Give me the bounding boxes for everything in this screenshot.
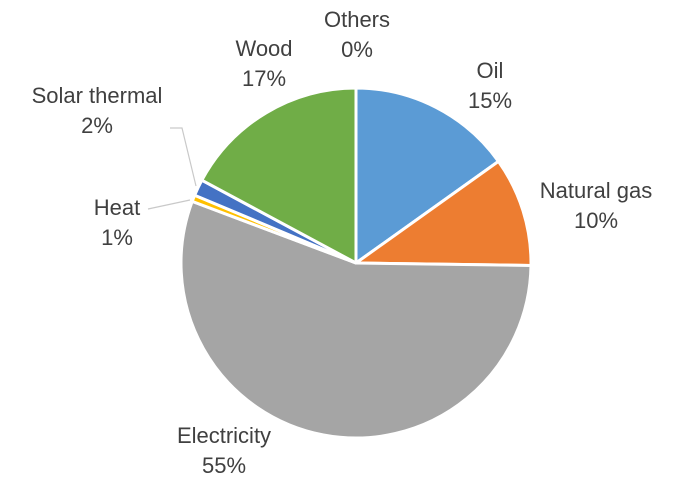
slice-label-oil: Oil (477, 58, 504, 83)
pie-slices (179, 86, 533, 440)
pie-slice-electricity (179, 199, 533, 440)
slice-value-solar-thermal: 2% (81, 113, 113, 138)
slice-label-natural-gas: Natural gas (540, 178, 653, 203)
pie-slice-natural-gas (354, 159, 533, 267)
slice-label-wood: Wood (235, 36, 292, 61)
slice-value-wood: 17% (242, 66, 286, 91)
slice-label-others: Others (324, 7, 390, 32)
leader-line-heat (147, 199, 191, 210)
slice-label-electricity: Electricity (177, 423, 271, 448)
slice-labels: Oil 15% Natural gas 10% Electricity 55% Heat 1%… (32, 7, 653, 478)
slice-value-oil: 15% (468, 88, 512, 113)
slice-value-others: 0% (341, 37, 373, 62)
slice-value-electricity: 55% (202, 453, 246, 478)
slice-value-heat: 1% (101, 225, 133, 250)
pie-slice-oil (354, 86, 500, 265)
slice-value-natural-gas: 10% (574, 208, 618, 233)
slice-label-solar-thermal: Solar thermal (32, 83, 163, 108)
slice-label-heat: Heat (94, 195, 140, 220)
leader-lines (147, 127, 197, 210)
leader-line-solar-thermal (170, 127, 197, 187)
pie-slice-wood (200, 86, 358, 265)
